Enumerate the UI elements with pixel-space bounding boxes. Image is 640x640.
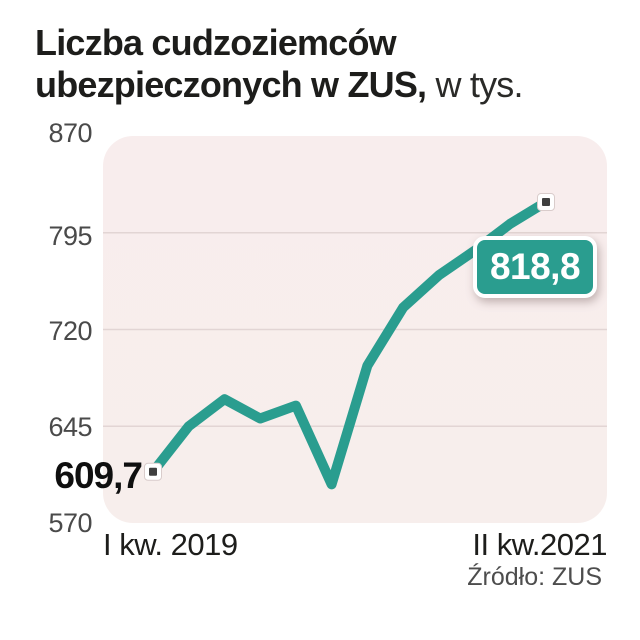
y-axis-tick-870: 870 xyxy=(48,118,92,148)
line-chart-svg xyxy=(103,193,607,490)
end-value-badge: 818,8 xyxy=(473,236,597,298)
x-axis-label-start: I kw. 2019 xyxy=(103,527,238,562)
chart-title-line1: Liczba cudzoziemców xyxy=(35,22,397,63)
plot-area: 818,8 xyxy=(103,136,607,523)
data-point-marker xyxy=(537,193,555,212)
start-value-label: 609,7 xyxy=(54,455,143,496)
y-axis-tick-570: 570 xyxy=(48,508,92,538)
source-credit: Źródło: ZUS xyxy=(467,563,602,591)
chart-title-line2-bold: ubezpieczonych w ZUS, xyxy=(35,64,427,106)
chart-title-unit: w tys. xyxy=(426,64,523,106)
end-value-text: 818,8 xyxy=(489,246,581,287)
chart-title: Liczba cudzoziemców ubezpieczonych w ZUS… xyxy=(35,22,523,107)
x-axis-label-end: II kw.2021 xyxy=(472,527,607,562)
y-axis-tick-720: 720 xyxy=(48,316,92,346)
y-axis-tick-795: 795 xyxy=(48,221,92,251)
y-axis-tick-645: 645 xyxy=(48,412,92,442)
data-point-marker xyxy=(144,462,162,481)
